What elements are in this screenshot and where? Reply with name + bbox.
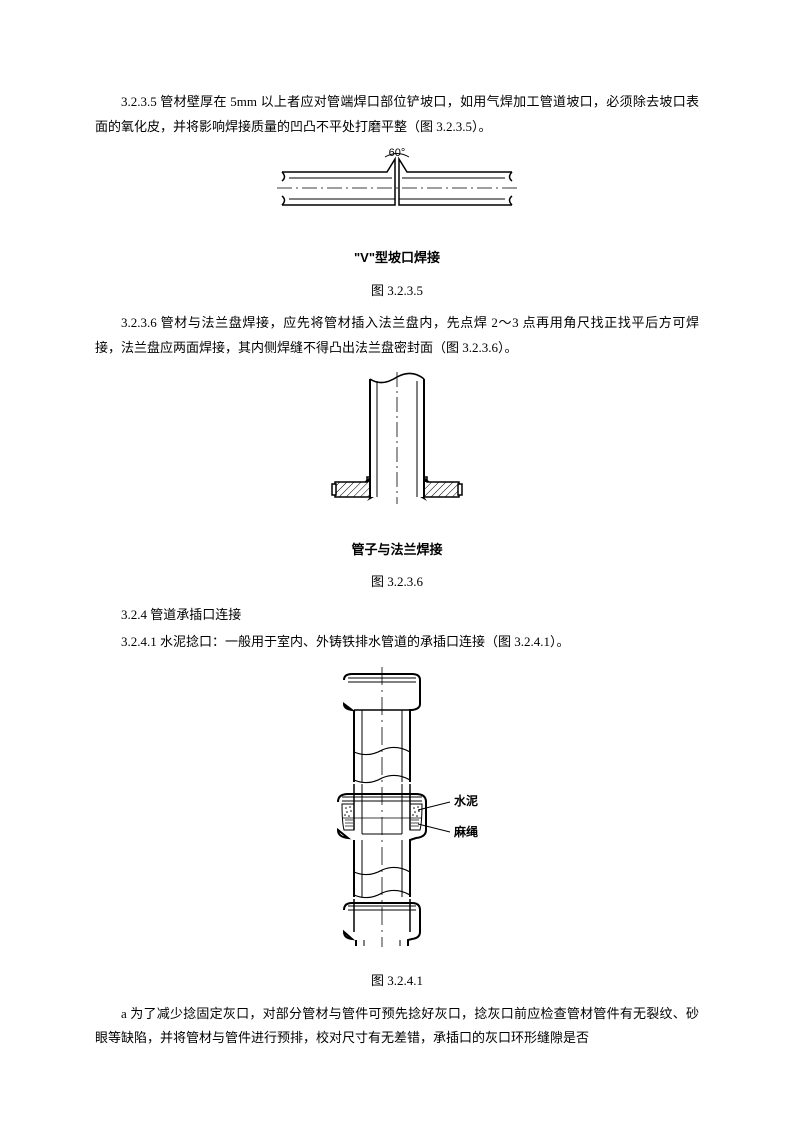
figure-3: 水泥 麻绳 <box>95 662 699 961</box>
figure-2-title: 管子与法兰焊接 <box>95 538 699 563</box>
paragraph-text: a 为了减少捻固定灰口，对部分管材与管件可预先捻好灰口，捻灰口前应检查管材管件有… <box>95 1002 699 1051</box>
figure-1-title: "V"型坡口焊接 <box>95 246 699 271</box>
paragraph-text: 3.2.3.6 管材与法兰盘焊接，应先将管材插入法兰盘内，先点焊 2～3 点再用… <box>95 311 699 360</box>
cement-dots-right <box>412 806 420 817</box>
figure-2-caption: 图 3.2.3.6 <box>95 570 699 595</box>
figure-1: 60° "V"型坡口焊接 <box>95 147 699 270</box>
hemp-label: 麻绳 <box>453 824 478 839</box>
paragraph-text: 3.2.3.5 管材壁厚在 5mm 以上者应对管端焊口部位铲坡口，如用气焊加工管… <box>95 90 699 139</box>
socket-joint-diagram: 水泥 麻绳 <box>282 662 512 952</box>
figure-2: 管子与法兰焊接 <box>95 369 699 562</box>
paragraph-text: 3.2.4 管道承插口连接 <box>95 603 699 628</box>
figure-1-caption: 图 3.2.3.5 <box>95 279 699 304</box>
figure-3-caption: 图 3.2.4.1 <box>95 969 699 994</box>
angle-label: 60° <box>389 147 406 159</box>
flange-weld-diagram <box>297 369 497 529</box>
cement-dots-left <box>344 806 352 817</box>
paragraph-text: 3.2.4.1 水泥捻口：一般用于室内、外铸铁排水管道的承插口连接（图 3.2.… <box>95 630 699 655</box>
v-groove-weld-diagram: 60° <box>267 147 527 237</box>
cement-label: 水泥 <box>454 793 478 808</box>
